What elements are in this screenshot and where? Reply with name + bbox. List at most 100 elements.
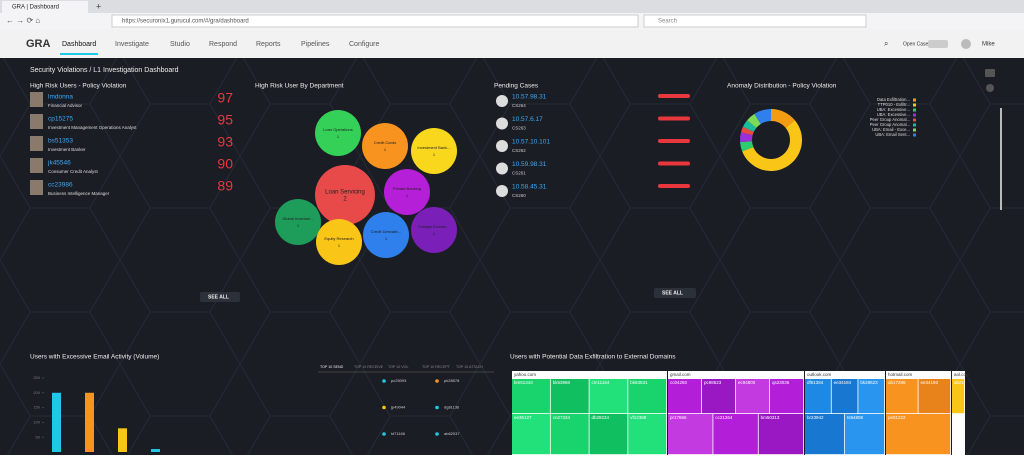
nav-item[interactable]: Respond xyxy=(209,41,237,48)
treemap-cell[interactable] xyxy=(831,379,858,414)
treemap-cell[interactable] xyxy=(952,379,965,414)
treemap-cell[interactable] xyxy=(758,414,804,455)
legend-label[interactable]: kt71166 xyxy=(391,431,406,436)
treemap-cell[interactable] xyxy=(512,414,550,455)
legend-label[interactable]: jp49044 xyxy=(390,405,406,410)
donut-segment[interactable] xyxy=(742,120,757,132)
user-name[interactable]: cc23986 xyxy=(48,182,73,189)
donut-segment[interactable] xyxy=(740,132,753,142)
nav-item[interactable]: Configure xyxy=(349,41,379,48)
treemap-cell[interactable] xyxy=(886,379,918,414)
case-status xyxy=(658,161,690,166)
bar[interactable] xyxy=(85,392,94,452)
nav-item[interactable]: Pipelines xyxy=(301,41,330,48)
tab[interactable]: TOP 10 RECEPT xyxy=(422,365,451,369)
treemap-cell[interactable] xyxy=(736,379,770,414)
search-icon[interactable]: ⌕ xyxy=(884,39,888,48)
treemap-cell[interactable] xyxy=(550,379,589,414)
legend-label[interactable]: pc25093 xyxy=(391,378,407,383)
new-tab[interactable]: + xyxy=(96,1,101,11)
bar[interactable] xyxy=(151,449,160,452)
case-ip[interactable]: 10.58.45.31 xyxy=(512,184,547,191)
donut-segment[interactable] xyxy=(754,109,771,124)
legend-label: UBA: Excessive... xyxy=(877,107,910,112)
risk-score: 95 xyxy=(217,112,233,128)
bubble[interactable] xyxy=(275,199,321,245)
donut-segment[interactable] xyxy=(771,109,795,128)
treemap-cell[interactable] xyxy=(886,414,951,455)
tab[interactable] xyxy=(2,1,88,13)
legend-label[interactable]: dg81136 xyxy=(444,405,460,410)
bubble[interactable] xyxy=(363,212,409,258)
nav-item[interactable]: Investigate xyxy=(115,41,149,48)
treemap-cell[interactable] xyxy=(628,379,667,414)
legend-label[interactable]: pk28578 xyxy=(444,378,460,383)
bubble[interactable] xyxy=(384,169,430,215)
case-icon xyxy=(496,117,508,130)
treemap-cell[interactable] xyxy=(805,379,831,414)
treemap-cell[interactable] xyxy=(702,379,736,414)
treemap-cell[interactable] xyxy=(512,379,550,414)
bubble[interactable] xyxy=(316,219,362,265)
save-icon[interactable] xyxy=(985,69,995,77)
case-ip[interactable]: 10.57.6.17 xyxy=(512,116,543,123)
bubble[interactable] xyxy=(315,110,361,156)
tab[interactable]: TOP 10 ATTACH xyxy=(456,365,483,369)
tab[interactable]: TOP 10 RECEIVE xyxy=(354,365,384,369)
treemap-cell[interactable] xyxy=(845,414,885,455)
nav-item[interactable]: Dashboard xyxy=(62,41,96,48)
treemap-cell[interactable] xyxy=(589,414,628,455)
user-name[interactable]: cp15275 xyxy=(48,116,73,123)
nav-item[interactable]: Reports xyxy=(256,41,281,48)
treemap-cell[interactable] xyxy=(668,414,713,455)
treemap-cell-label: ab21 xyxy=(954,380,965,385)
legend-label: UBA: Excessive... xyxy=(877,112,910,117)
see-all-button[interactable] xyxy=(654,288,696,298)
add-icon[interactable] xyxy=(986,84,994,92)
nav-item[interactable]: Studio xyxy=(170,41,190,48)
legend-swatch xyxy=(913,98,916,102)
y-tick-label: 250 xyxy=(33,375,40,380)
donut-segment[interactable] xyxy=(747,113,761,128)
tab[interactable]: TOP 10 VOL xyxy=(388,365,408,369)
treemap-cell[interactable] xyxy=(918,379,951,414)
avatar[interactable] xyxy=(961,39,971,49)
user-name[interactable]: lmdonna xyxy=(48,94,73,101)
open-cases[interactable]: Open Cases xyxy=(903,41,931,47)
user-name[interactable]: jk45546 xyxy=(47,160,71,167)
treemap-cell[interactable] xyxy=(770,379,804,414)
see-all-button[interactable] xyxy=(200,292,240,302)
donut-segment[interactable] xyxy=(742,120,802,171)
treemap-cell[interactable] xyxy=(589,379,628,414)
bubble[interactable] xyxy=(411,207,457,253)
legend-dot xyxy=(435,432,439,436)
legend-label[interactable]: ab62037 xyxy=(444,431,460,436)
case-ip[interactable]: 10.57.98.31 xyxy=(512,94,547,101)
bubble[interactable] xyxy=(411,128,457,174)
tab[interactable]: TOP 10 SEND xyxy=(320,365,344,369)
treemap-cell[interactable] xyxy=(668,379,702,414)
case-ip[interactable]: 10.57.10.101 xyxy=(512,139,550,146)
donut-segment[interactable] xyxy=(740,141,754,152)
user-role: Business Intelligence Manager xyxy=(48,191,110,196)
case-ip[interactable]: 10.59.98.31 xyxy=(512,161,547,168)
treemap-cell[interactable] xyxy=(550,414,589,455)
bubble[interactable] xyxy=(315,165,375,225)
nav-buttons[interactable]: ← → ⟳ ⌂ xyxy=(6,16,40,25)
bar[interactable] xyxy=(118,428,127,452)
user-name[interactable]: Mike xyxy=(982,42,995,48)
treemap-cell-label: cc04250 xyxy=(670,380,688,385)
legend-label: UBA: Email - Exce... xyxy=(872,127,910,132)
treemap-cell[interactable] xyxy=(805,414,845,455)
treemap-cell[interactable] xyxy=(628,414,667,455)
search-box[interactable] xyxy=(643,14,867,28)
user-name[interactable]: bs51353 xyxy=(48,138,73,145)
legend-swatch xyxy=(913,113,916,117)
donut-segment[interactable] xyxy=(740,126,754,136)
url-box[interactable] xyxy=(111,14,639,28)
treemap-cell[interactable] xyxy=(858,379,885,414)
bubble[interactable] xyxy=(362,123,408,169)
treemap-cell[interactable] xyxy=(713,414,758,455)
bar[interactable] xyxy=(52,392,61,452)
risk-score: 89 xyxy=(217,178,233,194)
